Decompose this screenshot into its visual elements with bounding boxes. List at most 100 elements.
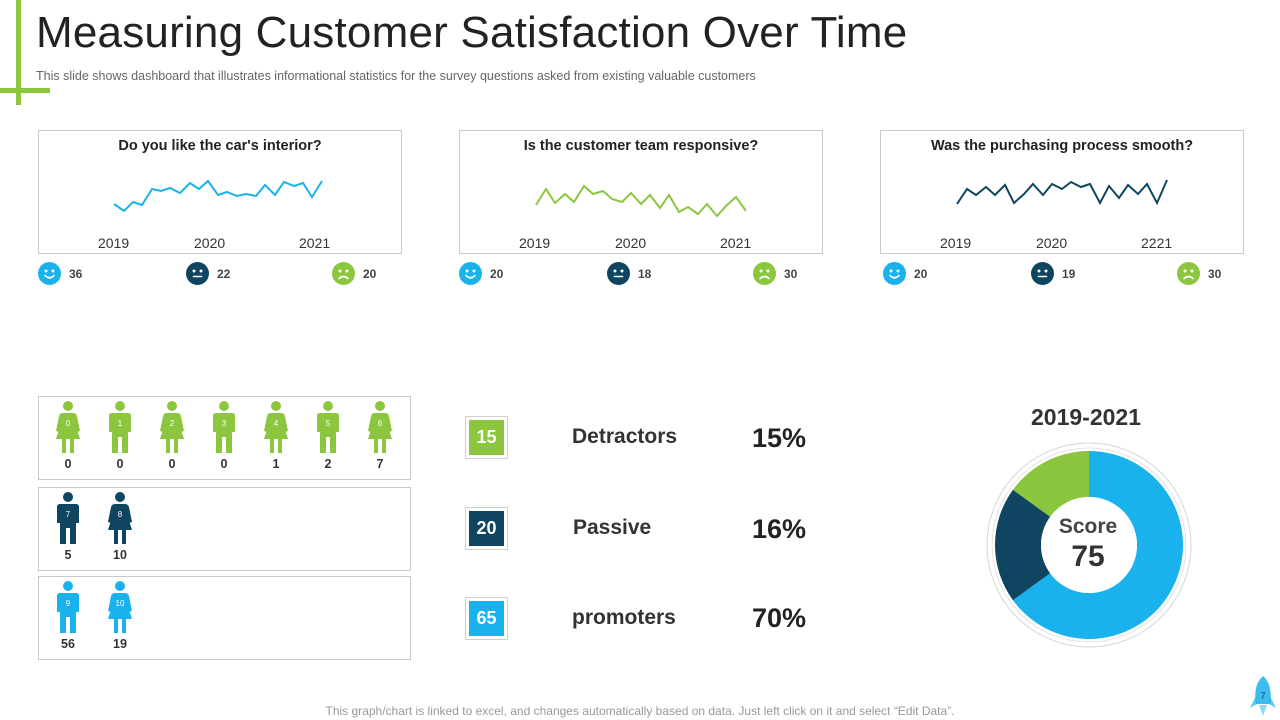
year-label: 2019 bbox=[940, 235, 972, 251]
female-person-icon: 6 bbox=[366, 401, 394, 455]
page-subtitle: This slide shows dashboard that illustra… bbox=[36, 69, 756, 83]
person-index: 3 bbox=[222, 419, 227, 428]
male-person-icon: 3 bbox=[210, 401, 238, 455]
year-label: 2019 bbox=[519, 235, 551, 251]
survey-question: Was the purchasing process smooth? bbox=[930, 138, 1194, 154]
sparkline-line bbox=[956, 179, 1168, 206]
score-donut-chart[interactable] bbox=[985, 442, 1193, 650]
person-count: 0 bbox=[64, 457, 72, 471]
rating-value: 30 bbox=[1208, 266, 1222, 281]
score-label: Score bbox=[1058, 515, 1118, 538]
neutral-face-icon bbox=[607, 262, 630, 285]
badge-value: 20 bbox=[469, 511, 504, 546]
person-count: 56 bbox=[61, 637, 75, 651]
corner-accent-horizontal bbox=[0, 88, 50, 93]
rating-item: 18 bbox=[607, 262, 651, 285]
sad-face-icon bbox=[1177, 262, 1200, 285]
person-count: 0 bbox=[116, 457, 124, 471]
donut-slice-detractors[interactable] bbox=[1012, 451, 1089, 517]
rating-item: 20 bbox=[883, 262, 927, 285]
rating-value: 30 bbox=[784, 266, 798, 281]
rating-value: 22 bbox=[217, 266, 231, 281]
male-person-icon: 7 bbox=[54, 492, 82, 546]
corner-accent-vertical bbox=[16, 0, 21, 105]
neutral-face-icon bbox=[186, 262, 209, 285]
person-count: 0 bbox=[220, 457, 228, 471]
person-index: 10 bbox=[116, 599, 125, 608]
score-value: 75 bbox=[1071, 540, 1105, 573]
male-person-icon: 5 bbox=[314, 401, 342, 455]
male-person-icon: 9 bbox=[54, 581, 82, 635]
promoters-label: promoters bbox=[572, 606, 676, 629]
promoters-percent: 70% bbox=[752, 603, 807, 633]
sparkline-line bbox=[113, 179, 323, 213]
person-index: 6 bbox=[378, 419, 383, 428]
passive-badge: 20 bbox=[465, 507, 508, 550]
year-label: 2021 bbox=[299, 235, 331, 251]
year-label: 2019 bbox=[98, 235, 130, 251]
sparkline-chart bbox=[113, 179, 323, 213]
donut-slice-promoters[interactable] bbox=[1012, 451, 1183, 639]
rating-value: 20 bbox=[490, 266, 504, 281]
person-count: 1 bbox=[272, 457, 280, 471]
rating-value: 36 bbox=[69, 266, 83, 281]
year-label: 2020 bbox=[615, 235, 647, 251]
person-count: 5 bbox=[64, 548, 72, 562]
year-label: 2021 bbox=[720, 235, 752, 251]
detractors-label: Detractors bbox=[572, 425, 678, 448]
person-index: 5 bbox=[326, 419, 331, 428]
person-index: 2 bbox=[170, 419, 175, 428]
sad-face-icon bbox=[332, 262, 355, 285]
rating-value: 20 bbox=[914, 266, 928, 281]
rating-value: 19 bbox=[1062, 266, 1076, 281]
donut-slice-passive[interactable] bbox=[995, 489, 1051, 601]
donut-title: 2019-2021 bbox=[1031, 404, 1141, 430]
person-count: 19 bbox=[113, 637, 127, 651]
rating-item: 30 bbox=[1177, 262, 1221, 285]
sparkline-chart bbox=[956, 179, 1168, 206]
rating-item: 19 bbox=[1031, 262, 1075, 285]
female-person-icon: 2 bbox=[158, 401, 186, 455]
happy-face-icon bbox=[883, 262, 906, 285]
sparkline-line bbox=[535, 184, 747, 218]
person-index: 4 bbox=[274, 419, 279, 428]
happy-face-icon bbox=[459, 262, 482, 285]
female-person-icon: 10 bbox=[106, 581, 134, 635]
person-count: 10 bbox=[113, 548, 127, 562]
people-group-detractors: 0 0 1 0 2 0 3 0 4 1 5 2 6 7 bbox=[38, 396, 411, 480]
person-index: 7 bbox=[66, 510, 71, 519]
people-group-promoters: 9 56 10 19 bbox=[38, 576, 411, 660]
sparkline-chart bbox=[535, 184, 747, 218]
female-person-icon: 8 bbox=[106, 492, 134, 546]
people-group-passive: 7 5 8 10 bbox=[38, 487, 411, 571]
female-person-icon: 0 bbox=[54, 401, 82, 455]
survey-card-responsive[interactable]: Is the customer team responsive? 2019 20… bbox=[459, 130, 823, 254]
person-count: 2 bbox=[324, 457, 332, 471]
person-count: 7 bbox=[376, 457, 384, 471]
person-count: 0 bbox=[168, 457, 176, 471]
footer-note: This graph/chart is linked to excel, and… bbox=[325, 704, 955, 718]
year-label: 2221 bbox=[1141, 235, 1173, 251]
passive-label: Passive bbox=[573, 516, 652, 539]
male-person-icon: 1 bbox=[106, 401, 134, 455]
detractors-badge: 15 bbox=[465, 416, 508, 459]
rating-item: 36 bbox=[38, 262, 82, 285]
passive-percent: 16% bbox=[752, 514, 807, 544]
rating-item: 20 bbox=[459, 262, 503, 285]
person-index: 9 bbox=[66, 599, 71, 608]
survey-card-interior[interactable]: Do you like the car's interior? 2019 202… bbox=[38, 130, 402, 254]
survey-card-purchasing[interactable]: Was the purchasing process smooth? 2019 … bbox=[880, 130, 1244, 254]
person-index: 8 bbox=[118, 510, 123, 519]
rocket-icon: 7 bbox=[1250, 676, 1276, 716]
rating-value: 20 bbox=[363, 266, 377, 281]
page-title: Measuring Customer Satisfaction Over Tim… bbox=[36, 8, 908, 57]
neutral-face-icon bbox=[1031, 262, 1054, 285]
female-person-icon: 4 bbox=[262, 401, 290, 455]
survey-question: Do you like the car's interior? bbox=[118, 138, 322, 154]
sad-face-icon bbox=[753, 262, 776, 285]
person-index: 0 bbox=[66, 419, 71, 428]
rating-value: 18 bbox=[638, 266, 652, 281]
rating-item: 30 bbox=[753, 262, 797, 285]
badge-value: 15 bbox=[469, 420, 504, 455]
happy-face-icon bbox=[38, 262, 61, 285]
